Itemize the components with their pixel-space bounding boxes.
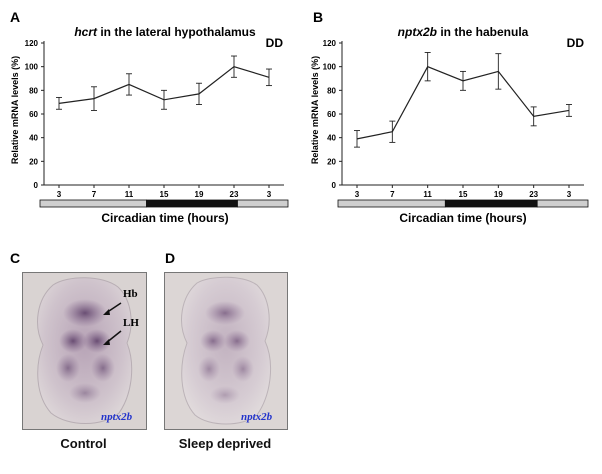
- x-tick-label: 19: [195, 190, 204, 199]
- x-tick-label: 23: [529, 190, 538, 199]
- y-tick-label: 80: [29, 86, 38, 95]
- label-lh: LH: [123, 317, 139, 329]
- chart-title-gene: nptx2b: [398, 25, 437, 39]
- y-tick-label: 40: [29, 134, 38, 143]
- x-tick-label: 7: [92, 190, 97, 199]
- y-tick-label: 120: [25, 39, 39, 48]
- x-tick-label: 15: [459, 190, 468, 199]
- panel-label-a: A: [10, 9, 20, 25]
- panel-label-c: C: [10, 250, 20, 266]
- y-tick-label: 0: [332, 181, 337, 190]
- chart-title: nptx2b in the habenula: [398, 25, 529, 39]
- data-line: [58, 66, 270, 104]
- x-axis-label: Circadian time (hours): [101, 211, 228, 225]
- y-axis-label: Relative mRNA levels (%): [10, 56, 20, 164]
- x-tick-label: 3: [567, 190, 572, 199]
- chart-title-gene: hcrt: [74, 25, 98, 39]
- y-tick-label: 20: [29, 157, 38, 166]
- gene-label: nptx2b: [241, 411, 273, 423]
- y-tick-label: 60: [29, 110, 38, 119]
- chart-title-rest: in the habenula: [437, 25, 529, 39]
- light-period-bar: [337, 199, 446, 208]
- y-tick-label: 100: [323, 63, 337, 72]
- x-tick-label: 23: [230, 190, 239, 199]
- y-tick-label: 20: [327, 157, 336, 166]
- x-tick-label: 15: [160, 190, 169, 199]
- y-tick-label: 0: [34, 181, 39, 190]
- chart-title-rest: in the lateral hypothalamus: [97, 25, 256, 39]
- x-tick-label: 19: [494, 190, 503, 199]
- chart-nptx2b: nptx2b in the habenula DD Relative mRNA …: [310, 25, 589, 225]
- x-axis-label: Circadian time (hours): [399, 211, 526, 225]
- caption-control: Control: [60, 436, 107, 451]
- in-situ-image-control: Hb LH nptx2b: [22, 272, 147, 430]
- y-tick-label: 40: [327, 134, 336, 143]
- panel-label-b: B: [313, 9, 323, 25]
- chart-title: hcrt in the lateral hypothalamus: [74, 25, 256, 39]
- in-situ-image-sleep-deprived: nptx2b: [164, 272, 288, 430]
- light-period-bar: [237, 199, 289, 208]
- light-period-bar: [39, 199, 147, 208]
- condition-label: DD: [567, 36, 585, 50]
- x-tick-label: 3: [355, 190, 360, 199]
- y-tick-label: 60: [327, 110, 336, 119]
- label-hb: Hb: [123, 288, 138, 300]
- y-tick-label: 120: [323, 39, 337, 48]
- x-tick-label: 3: [267, 190, 272, 199]
- condition-label: DD: [266, 36, 284, 50]
- dark-period-bar: [146, 199, 238, 208]
- y-tick-label: 80: [327, 86, 336, 95]
- data-line: [356, 65, 570, 140]
- light-period-bar: [536, 199, 589, 208]
- x-tick-label: 11: [423, 190, 432, 199]
- x-tick-label: 11: [125, 190, 134, 199]
- panel-label-d: D: [165, 250, 175, 266]
- chart-hcrt: hcrt in the lateral hypothalamus DD Rela…: [10, 25, 289, 225]
- dark-period-bar: [444, 199, 538, 208]
- gene-label: nptx2b: [101, 411, 133, 423]
- caption-sleep-deprived: Sleep deprived: [178, 436, 272, 451]
- y-axis-label: Relative mRNA levels (%): [310, 56, 320, 164]
- x-tick-label: 7: [390, 190, 395, 199]
- y-tick-label: 100: [25, 63, 39, 72]
- x-tick-label: 3: [57, 190, 62, 199]
